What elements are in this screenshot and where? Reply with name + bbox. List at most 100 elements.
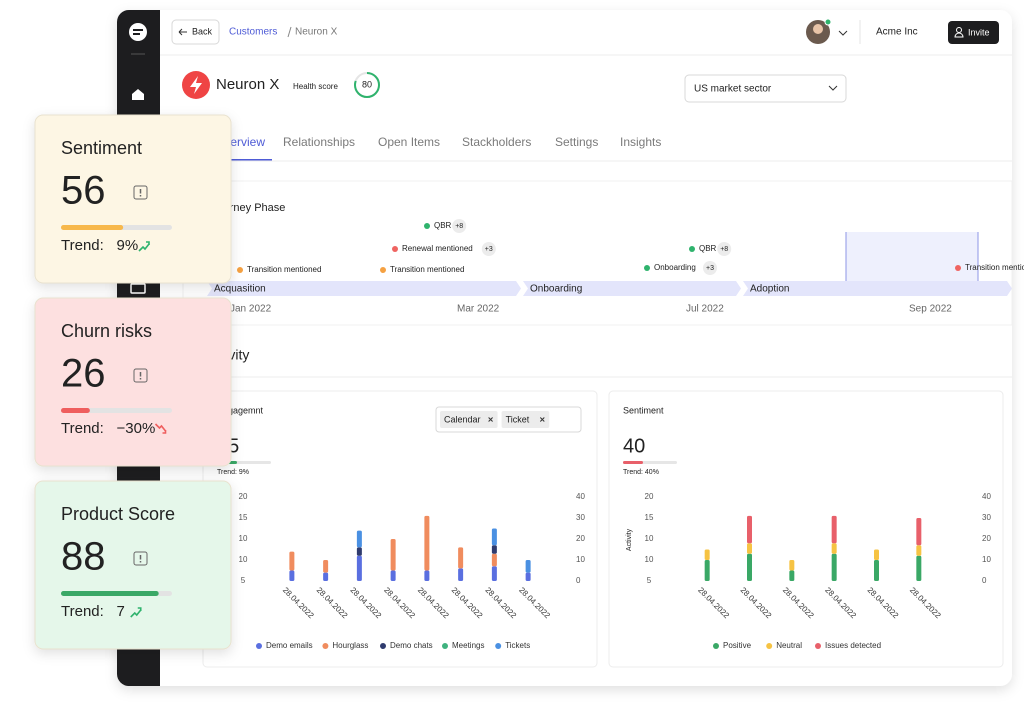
legend-label: Neutral: [776, 641, 802, 650]
bar-segment: [789, 560, 795, 571]
trend-arrow: [138, 241, 150, 252]
tab[interactable]: Insights: [620, 135, 661, 149]
legend-swatch: [256, 643, 262, 649]
chart-kpi: 40: [623, 435, 645, 457]
bar-segment: [704, 560, 710, 581]
tab[interactable]: Open Items: [378, 135, 440, 149]
card-trend-label: Trend:: [61, 420, 104, 437]
chart-title: Sentiment: [623, 405, 664, 415]
event-dot: [689, 246, 695, 252]
event-label: QBR: [434, 221, 452, 230]
metric-card[interactable]: [34, 480, 232, 650]
event-label: QBR: [699, 244, 717, 253]
legend-label: Tickets: [505, 641, 530, 650]
bar-segment: [323, 560, 329, 573]
chart-title: Engagemnt: [217, 405, 264, 415]
card-bar: [61, 591, 159, 596]
legend-swatch: [495, 643, 502, 649]
card-value: 88: [61, 535, 106, 579]
back-arrow: [178, 28, 187, 36]
home-icon[interactable]: [132, 89, 144, 100]
bar-segment: [289, 570, 295, 581]
trend-arrow: [154, 423, 167, 434]
legend-label: Demo chats: [390, 641, 433, 650]
legend-swatch: [380, 643, 386, 649]
legend-swatch: [713, 643, 719, 649]
event-badge-label: +3: [706, 265, 714, 272]
metric-card[interactable]: [34, 114, 232, 284]
filter-chip[interactable]: [501, 411, 550, 428]
back-button[interactable]: [171, 19, 220, 45]
y2-tick-label: 40: [576, 492, 585, 501]
legend-label: Positive: [723, 641, 752, 650]
card-trend-label: Trend:: [61, 603, 104, 620]
chart-trend: Trend: 40%: [623, 469, 659, 476]
event-badge: [703, 261, 717, 275]
event-badge-label: +8: [455, 223, 463, 230]
left-axis-label: 20: [645, 492, 654, 501]
phase-label: Onboarding: [530, 284, 582, 295]
event-badge: [452, 219, 467, 233]
phase-segment: [523, 281, 741, 296]
health-score: 80: [362, 79, 372, 89]
invite-icon-body: [954, 32, 964, 38]
event-badge-label: +8: [720, 246, 728, 253]
sidebar-logo-mark: [133, 29, 143, 35]
invite-button[interactable]: [948, 21, 999, 44]
bar-segment: [356, 555, 362, 581]
event-dot: [237, 267, 243, 273]
month-label: Mar 2022: [457, 304, 500, 315]
y2-tick-label: 40: [982, 492, 991, 501]
avatar-chevron[interactable]: [838, 30, 848, 36]
y2-tick-label: 0: [576, 576, 581, 585]
back-label[interactable]: Back: [192, 26, 213, 36]
bar-segment: [747, 515, 752, 544]
month-label: Jul 2022: [686, 304, 724, 315]
y-axis-label: Activity: [626, 528, 633, 551]
breadcrumb-link[interactable]: Customers: [229, 27, 277, 38]
bar-segment: [458, 568, 464, 581]
sector-label[interactable]: US market sector: [694, 84, 772, 95]
legend-label: Demo emails: [266, 641, 313, 650]
bar-segment: [747, 553, 752, 581]
event-label: Transition mentioned: [390, 265, 464, 274]
event-label: Transition mentioned: [965, 263, 1024, 272]
bar-segment: [323, 572, 329, 581]
chart-panel: [608, 390, 1004, 668]
sector-dropdown[interactable]: [684, 74, 847, 103]
bar-segment: [831, 553, 837, 581]
card-title: Sentiment: [61, 138, 142, 158]
filter-remove[interactable]: [539, 417, 545, 422]
sector-chevron: [828, 85, 838, 91]
filter-label: Calendar: [444, 414, 481, 424]
card-trend: 7: [117, 603, 125, 620]
bar-segment: [458, 547, 464, 569]
event-label: Onboarding: [654, 263, 696, 272]
tab[interactable]: Settings: [555, 135, 598, 149]
filter-label: Ticket: [506, 414, 530, 424]
customer-logo-bolt: [190, 76, 202, 94]
invite-label[interactable]: Invite: [968, 27, 990, 37]
tab[interactable]: Stackholders: [462, 135, 531, 149]
filter-chip[interactable]: [440, 411, 498, 428]
phase-label: Adoption: [750, 284, 789, 295]
card-trend-label: Trend:: [61, 237, 104, 254]
metric-card[interactable]: [34, 297, 232, 467]
legend-swatch: [442, 643, 448, 649]
info-icon: [133, 185, 148, 200]
tab[interactable]: Relationships: [283, 135, 355, 149]
bar-segment: [874, 549, 879, 560]
sidebar-icon[interactable]: [130, 283, 146, 294]
left-axis-label: 10: [645, 555, 654, 564]
bar-segment: [289, 551, 295, 571]
bar-segment: [356, 530, 362, 548]
tab-underline: [215, 159, 272, 161]
event-dot: [955, 265, 961, 271]
bar-segment: [356, 547, 362, 556]
bar-segment: [525, 560, 531, 573]
filter-remove[interactable]: [488, 417, 493, 422]
bar-segment: [831, 543, 837, 554]
trend-arrow: [130, 607, 142, 618]
bar-segment: [491, 528, 497, 546]
